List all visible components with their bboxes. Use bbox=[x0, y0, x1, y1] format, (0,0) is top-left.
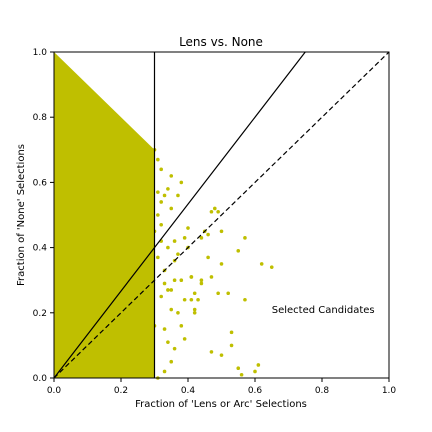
data-point bbox=[169, 307, 174, 312]
dense-point-region bbox=[54, 52, 155, 378]
data-point bbox=[166, 245, 170, 250]
y-axis-label: Fraction of 'None' Selections bbox=[16, 144, 27, 286]
data-point bbox=[156, 213, 160, 217]
data-point bbox=[219, 262, 224, 266]
data-point bbox=[176, 193, 180, 198]
data-point bbox=[182, 337, 187, 341]
data-point bbox=[243, 297, 247, 302]
data-point bbox=[156, 255, 160, 260]
x-tick-label: 0.6 bbox=[248, 386, 263, 396]
data-point bbox=[206, 255, 210, 260]
y-tick-label: 0.4 bbox=[33, 244, 48, 254]
data-point bbox=[239, 372, 244, 377]
data-point bbox=[166, 187, 170, 191]
data-point bbox=[209, 275, 214, 279]
x-tick-label: 0.8 bbox=[315, 386, 330, 396]
data-point bbox=[219, 353, 224, 357]
x-tick-label: 1.0 bbox=[382, 386, 397, 396]
data-point bbox=[182, 297, 187, 302]
data-point bbox=[253, 369, 257, 374]
data-point bbox=[189, 297, 194, 302]
data-point bbox=[229, 330, 234, 335]
data-point bbox=[166, 288, 170, 292]
data-point bbox=[162, 281, 167, 286]
data-point bbox=[229, 343, 234, 348]
data-point bbox=[189, 275, 194, 279]
data-point bbox=[213, 206, 217, 211]
annotation-selected-candidates: Selected Candidates bbox=[272, 305, 375, 316]
reference-lines bbox=[53, 51, 390, 379]
y-tick-label: 0.0 bbox=[33, 374, 48, 384]
data-point bbox=[176, 252, 180, 256]
data-point bbox=[256, 363, 261, 367]
data-point bbox=[172, 278, 177, 283]
data-point bbox=[179, 180, 184, 185]
data-point bbox=[199, 281, 204, 286]
data-point bbox=[206, 232, 210, 237]
data-point bbox=[196, 297, 200, 302]
y-tick-label: 0.6 bbox=[33, 178, 48, 188]
data-point bbox=[159, 167, 163, 172]
data-point bbox=[182, 236, 187, 240]
y-tick-label: 0.8 bbox=[33, 113, 48, 123]
x-axis: 0.0 0.2 0.4 0.6 0.8 1.0 bbox=[47, 378, 397, 396]
chart-title: Lens vs. None bbox=[179, 35, 263, 49]
data-point bbox=[172, 239, 177, 243]
data-point bbox=[172, 346, 177, 351]
data-point bbox=[192, 311, 197, 315]
data-point bbox=[199, 236, 204, 240]
data-point bbox=[176, 311, 180, 315]
data-point bbox=[159, 200, 163, 204]
data-point bbox=[243, 236, 247, 240]
reference-line-3 bbox=[53, 51, 390, 379]
y-tick-label: 0.2 bbox=[33, 309, 47, 319]
data-point bbox=[216, 291, 220, 296]
data-point bbox=[169, 359, 174, 364]
x-axis-label: Fraction of 'Lens or Arc' Selections bbox=[135, 399, 307, 410]
data-point bbox=[159, 294, 163, 299]
data-point bbox=[186, 226, 190, 230]
data-point bbox=[169, 174, 174, 178]
data-point bbox=[199, 278, 204, 283]
data-point bbox=[162, 193, 167, 198]
data-point bbox=[259, 262, 264, 266]
data-point bbox=[236, 366, 241, 371]
data-point bbox=[156, 190, 160, 194]
data-point bbox=[226, 291, 230, 296]
y-tick-label: 1.0 bbox=[33, 48, 48, 58]
x-tick-label: 0.0 bbox=[47, 386, 62, 396]
data-point bbox=[169, 206, 174, 211]
data-point bbox=[166, 340, 170, 344]
data-point bbox=[192, 291, 197, 296]
y-axis: 0.0 0.2 0.4 0.6 0.8 1.0 bbox=[33, 48, 54, 384]
reference-line-2 bbox=[53, 51, 306, 379]
data-point bbox=[236, 249, 241, 253]
data-point bbox=[169, 288, 174, 292]
data-point bbox=[209, 209, 214, 214]
data-point bbox=[216, 209, 220, 214]
data-point bbox=[179, 324, 184, 328]
data-point bbox=[159, 222, 163, 227]
data-point bbox=[156, 157, 160, 162]
data-point bbox=[162, 327, 167, 331]
plot-frame bbox=[53, 51, 390, 379]
data-point bbox=[162, 369, 167, 374]
data-point bbox=[209, 350, 214, 354]
x-tick-label: 0.4 bbox=[181, 386, 196, 396]
plot-area bbox=[54, 52, 274, 380]
data-point bbox=[219, 229, 224, 234]
data-point bbox=[269, 265, 274, 269]
x-tick-label: 0.2 bbox=[114, 386, 128, 396]
data-point bbox=[179, 278, 184, 283]
data-point bbox=[192, 307, 197, 312]
